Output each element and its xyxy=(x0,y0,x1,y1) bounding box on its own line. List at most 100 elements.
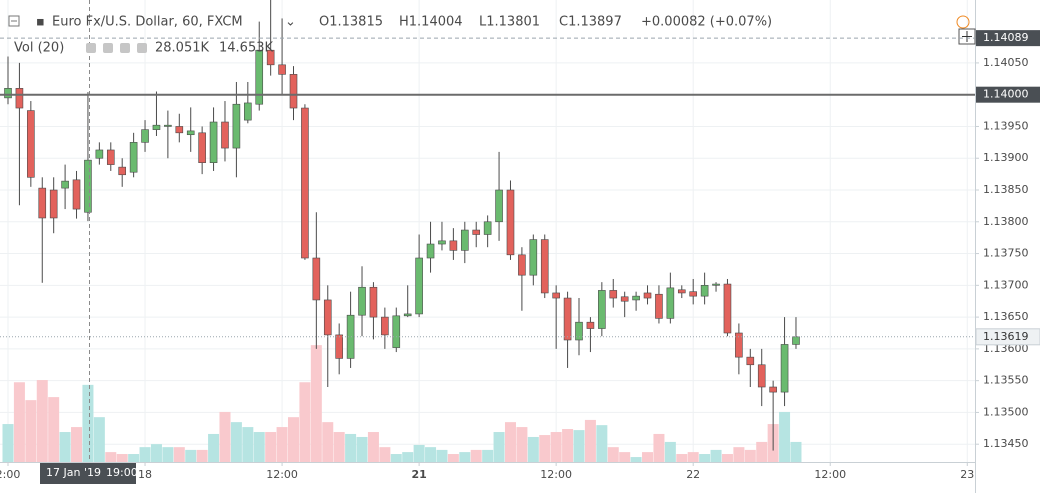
crosshair-time-box xyxy=(40,463,136,484)
candle-body xyxy=(552,292,560,299)
y-tick-label: 1.13800 xyxy=(983,215,1029,228)
candle-body xyxy=(335,334,343,359)
candle-body xyxy=(438,240,446,245)
change: +0.00082 (+0.07%) xyxy=(641,15,772,30)
volume-bar xyxy=(516,427,528,462)
y-tick-label: 1.13550 xyxy=(983,374,1029,387)
volume-bar xyxy=(699,454,711,462)
candle-body xyxy=(198,132,206,163)
candle-body xyxy=(38,187,47,219)
volume-bar xyxy=(2,424,14,462)
candle-body xyxy=(232,103,241,149)
volume-bar xyxy=(208,433,220,462)
eye-icon[interactable] xyxy=(86,43,96,53)
candle-body xyxy=(4,88,12,99)
volume-bar xyxy=(756,441,768,462)
x-tick-label: 12:00 xyxy=(540,468,572,481)
add-icon[interactable] xyxy=(120,43,130,53)
candle-body xyxy=(289,74,298,109)
volume-bar xyxy=(379,447,391,462)
volume-value: 28.051K xyxy=(155,41,209,56)
volume-bar xyxy=(48,397,60,462)
dropdown-arrow[interactable]: ⌄ xyxy=(285,15,296,30)
candle-body xyxy=(449,240,458,251)
volume-bar xyxy=(333,432,345,462)
volume-bar xyxy=(139,447,151,462)
candle-body xyxy=(518,254,526,276)
volume-bar xyxy=(150,444,162,462)
volume-bar xyxy=(630,457,642,462)
candle-body xyxy=(609,290,618,299)
volume-bar xyxy=(562,429,574,462)
volume-bar xyxy=(710,449,722,462)
candle-body xyxy=(141,129,149,143)
candle-body xyxy=(700,285,709,297)
volume-bar xyxy=(436,449,448,462)
candle-body xyxy=(312,257,321,301)
volume-bar xyxy=(733,447,745,462)
candle-body xyxy=(84,159,92,213)
alert-icon[interactable] xyxy=(956,15,970,29)
volume-bar xyxy=(642,452,654,462)
volume-bar xyxy=(173,447,185,462)
candle-body xyxy=(632,295,640,301)
price-label: 1.14089 xyxy=(983,31,1029,44)
price-label-box xyxy=(976,86,1040,103)
volume-bar xyxy=(345,433,357,462)
volume-bar xyxy=(322,422,334,462)
volume-label: Vol (20) xyxy=(14,41,64,56)
volume-bar xyxy=(242,427,254,462)
symbol-title[interactable]: Euro Fx/U.S. Dollar, 60, FXCM xyxy=(52,15,243,30)
x-tick-label: 22 xyxy=(686,468,700,481)
x-tick-label: 12:00 xyxy=(266,468,298,481)
volume-bar xyxy=(573,430,585,462)
candle-body xyxy=(129,142,138,173)
volume-bar xyxy=(128,454,140,462)
volume-bar xyxy=(367,432,379,462)
candle-body xyxy=(620,296,629,302)
volume-bar xyxy=(584,419,596,462)
y-tick-label: 1.13850 xyxy=(983,183,1029,196)
candle-body xyxy=(655,293,663,319)
candle-body xyxy=(495,189,503,223)
candle-body xyxy=(381,316,389,336)
volume-bar xyxy=(493,432,505,462)
crosshair-time: 19:00 xyxy=(106,466,138,479)
candle-body xyxy=(712,283,720,286)
volume-bar xyxy=(539,435,551,462)
volume-bar xyxy=(664,441,676,462)
candle-body xyxy=(244,102,252,121)
candle-body xyxy=(301,107,309,259)
volume-bar xyxy=(527,436,539,462)
volume-bar xyxy=(550,432,562,462)
y-tick-label: 1.13750 xyxy=(983,247,1029,260)
volume-bar xyxy=(116,454,128,462)
volume-bar xyxy=(276,427,288,462)
candle-body xyxy=(506,189,515,256)
y-tick-label: 1.13650 xyxy=(983,310,1029,323)
collapse-icon[interactable] xyxy=(8,15,20,27)
y-tick-label: 1.13950 xyxy=(983,119,1029,132)
candle-body xyxy=(689,291,698,297)
volume-bar xyxy=(596,425,608,462)
volume-bar xyxy=(790,441,802,462)
candle-body xyxy=(426,243,435,259)
volume-bar xyxy=(390,454,402,462)
candle-body xyxy=(221,121,229,149)
remove-icon[interactable] xyxy=(137,43,147,53)
y-tick-label: 1.13900 xyxy=(983,151,1029,164)
x-tick-label: 23 xyxy=(960,468,974,481)
y-tick-label: 1.14050 xyxy=(983,56,1029,69)
candle-body xyxy=(106,149,115,165)
volume-bar xyxy=(288,417,299,462)
y-tick-label: 1.13500 xyxy=(983,405,1029,418)
volume-bar xyxy=(413,444,425,462)
candle-body xyxy=(95,149,104,159)
candle-body xyxy=(392,315,401,348)
ohlc-low: L1.13801 xyxy=(479,15,540,30)
candle-body xyxy=(746,356,755,366)
settings-icon[interactable] xyxy=(103,43,113,53)
candle-body xyxy=(563,297,572,341)
candle-body xyxy=(266,49,275,66)
candle-body xyxy=(118,166,126,176)
